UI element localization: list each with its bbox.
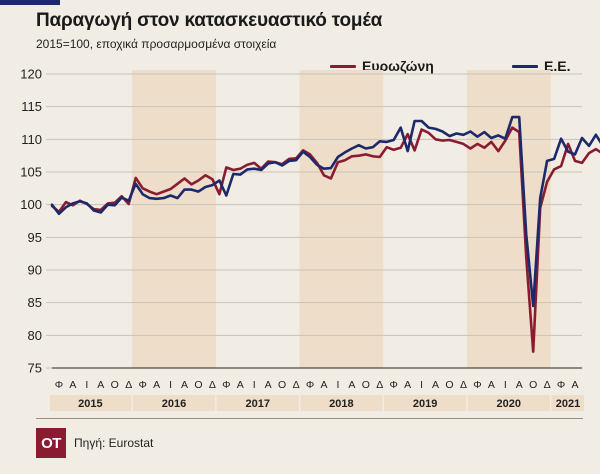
- x-tick-label: Ο: [111, 379, 119, 391]
- x-tick-label: Ι: [169, 379, 172, 391]
- x-tick-label: Δ: [544, 379, 551, 391]
- year-strip: [50, 395, 584, 411]
- x-tick-label: Φ: [306, 379, 314, 391]
- x-tick-label: Ο: [445, 379, 453, 391]
- y-tick-label-85: 85: [28, 295, 42, 310]
- top-accent-rule: [0, 0, 60, 5]
- y-tick-label-105: 105: [20, 165, 42, 180]
- year-label-2021: 2021: [556, 398, 580, 410]
- series-line-eurozone: [50, 126, 600, 354]
- x-tick-label: Α: [265, 379, 272, 391]
- year-label-2018: 2018: [329, 398, 353, 410]
- source-note: Πηγή: Eurostat: [74, 436, 154, 450]
- x-tick-label: Δ: [376, 379, 383, 391]
- x-tick-label: Α: [237, 379, 244, 391]
- y-tick-label-115: 115: [21, 99, 42, 114]
- legend-swatch-eurozone: [330, 64, 356, 68]
- x-tick-label: Δ: [209, 379, 216, 391]
- year-label-2017: 2017: [245, 398, 269, 410]
- y-tick-label-120: 120: [20, 67, 42, 82]
- x-tick-label: Α: [153, 379, 160, 391]
- x-tick-label: Ι: [85, 379, 88, 391]
- y-tick-label-95: 95: [28, 230, 42, 245]
- y-tick-label-100: 100: [20, 197, 42, 212]
- y-tick-label-75: 75: [28, 361, 42, 376]
- legend-swatch-eu: [512, 64, 538, 68]
- x-tick-label: Φ: [222, 379, 230, 391]
- y-tick-label-110: 110: [21, 132, 42, 147]
- x-tick-label: Ι: [504, 379, 507, 391]
- x-tick-label: Α: [404, 379, 411, 391]
- ot-logo: OT: [36, 428, 66, 458]
- series-line-eu: [50, 115, 600, 308]
- x-tick-label: Ι: [336, 379, 339, 391]
- x-tick-label: Δ: [293, 379, 300, 391]
- y-tick-label-80: 80: [28, 328, 42, 343]
- year-band-2020: [466, 70, 551, 368]
- chart-subtitle: 2015=100, εποχικά προσαρμοσμένα στοιχεία: [36, 37, 277, 51]
- x-tick-label: Ο: [194, 379, 202, 391]
- x-tick-label: Α: [97, 379, 104, 391]
- x-tick-label: Ο: [362, 379, 370, 391]
- x-tick-label: Α: [320, 379, 327, 391]
- x-tick-label: Α: [69, 379, 76, 391]
- y-tick-label-90: 90: [28, 263, 42, 278]
- x-tick-label: Α: [181, 379, 188, 391]
- x-tick-label: Φ: [138, 379, 146, 391]
- x-tick-label: Ο: [278, 379, 286, 391]
- chart-title: Παραγωγή στον κατασκευαστικό τομέα: [36, 10, 383, 31]
- year-band-2016: [132, 70, 216, 368]
- year-label-2016: 2016: [162, 398, 186, 410]
- year-band-2018: [299, 70, 384, 368]
- x-tick-label: Φ: [55, 379, 63, 391]
- footer-divider: [36, 418, 583, 419]
- x-tick-label: Φ: [473, 379, 481, 391]
- x-tick-label: Α: [432, 379, 439, 391]
- x-tick-label: Α: [348, 379, 355, 391]
- year-label-2019: 2019: [413, 398, 437, 410]
- x-tick-label: Α: [572, 379, 579, 391]
- x-tick-label: Α: [488, 379, 495, 391]
- x-tick-label: Ι: [253, 379, 256, 391]
- x-tick-label: Δ: [460, 379, 467, 391]
- x-tick-label: Δ: [125, 379, 132, 391]
- x-tick-label: Ο: [529, 379, 537, 391]
- x-tick-label: Ι: [420, 379, 423, 391]
- x-tick-label: Α: [516, 379, 523, 391]
- x-tick-label: Φ: [390, 379, 398, 391]
- year-label-2020: 2020: [497, 398, 521, 410]
- x-tick-label: Φ: [557, 379, 565, 391]
- year-label-2015: 2015: [78, 398, 102, 410]
